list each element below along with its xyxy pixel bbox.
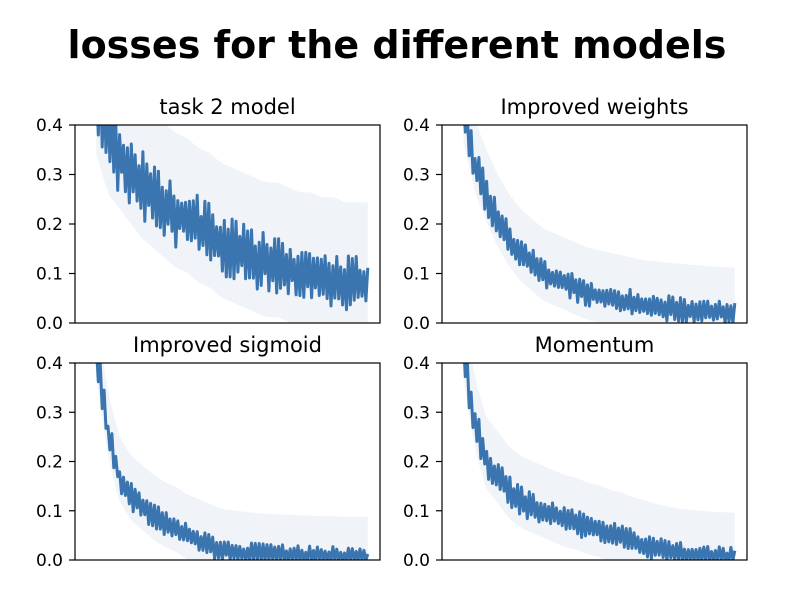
y-tick-label: 0.3 <box>36 403 63 423</box>
y-tick-label: 0.0 <box>403 314 430 334</box>
subplot-title: Momentum <box>535 333 655 357</box>
y-tick-label: 0.4 <box>403 116 430 136</box>
loss-line <box>96 125 370 312</box>
loss-variance-band <box>96 363 368 560</box>
y-tick-label: 0.2 <box>36 215 63 235</box>
loss-line <box>463 363 737 560</box>
y-tick-label: 0.4 <box>36 116 63 136</box>
y-tick-label: 0.0 <box>403 551 430 571</box>
y-tick-label: 0.4 <box>403 354 430 374</box>
y-tick-label: 0.1 <box>36 502 63 522</box>
subplot-title: Improved weights <box>500 95 688 119</box>
y-tick-label: 0.2 <box>36 453 63 473</box>
y-tick-label: 0.1 <box>403 265 430 285</box>
subplot-4: 0.0 0.1 0.2 0.3 0.4 Momentum <box>403 333 748 571</box>
y-tick-label: 0.4 <box>36 354 63 374</box>
y-tick-label: 0.1 <box>403 502 430 522</box>
y-tick-label: 0.0 <box>36 551 63 571</box>
figure-title: losses for the different models <box>67 23 727 67</box>
subplot-3: 0.0 0.1 0.2 0.3 0.4 Improved sigmoid <box>36 333 381 571</box>
y-tick-label: 0.2 <box>403 215 430 235</box>
loss-line <box>463 125 737 323</box>
loss-line <box>95 363 370 560</box>
plot-area <box>463 125 737 323</box>
subplot-title: task 2 model <box>159 95 295 119</box>
y-tick-label: 0.2 <box>403 453 430 473</box>
plot-area <box>96 125 370 323</box>
y-tick-label: 0.3 <box>36 166 63 186</box>
y-tick-label: 0.3 <box>403 166 430 186</box>
subplot-title: Improved sigmoid <box>133 333 322 357</box>
plot-area <box>95 363 370 560</box>
y-tick-label: 0.1 <box>36 265 63 285</box>
y-tick-label: 0.3 <box>403 403 430 423</box>
subplot-1: 0.0 0.1 0.2 0.3 0.4 task 2 model <box>36 95 381 334</box>
y-tick-label: 0.0 <box>36 314 63 334</box>
plot-area <box>463 363 737 560</box>
subplot-2: 0.0 0.1 0.2 0.3 0.4 Improved weights <box>403 95 748 334</box>
